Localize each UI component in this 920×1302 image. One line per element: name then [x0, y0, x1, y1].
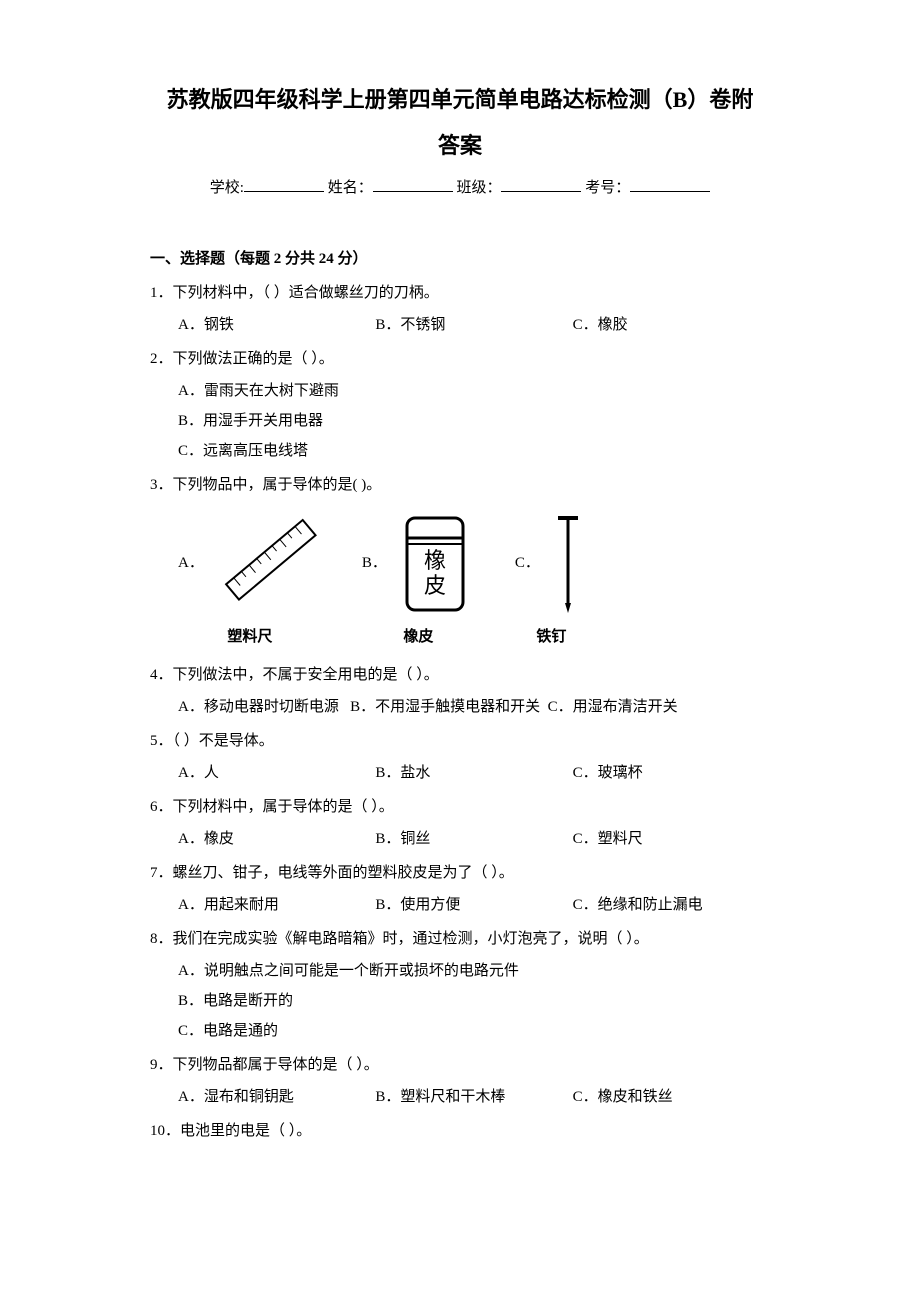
school-label: 学校:	[210, 180, 244, 196]
q6-opt-c: C．塑料尺	[573, 824, 770, 854]
q8-opt-a: A．说明触点之间可能是一个断开或损坏的电路元件	[178, 956, 770, 986]
q2-opt-c: C．远离高压电线塔	[178, 436, 770, 466]
question-3: 3．下列物品中，属于导体的是( )。 A．	[150, 470, 770, 652]
question-5: 5．（ ）不是导体。 A．人 B．盐水 C．玻璃杯	[150, 726, 770, 788]
q3-opt-b-label: B．	[362, 548, 387, 578]
school-blank[interactable]	[244, 177, 324, 192]
question-1: 1．下列材料中，（ ）适合做螺丝刀的刀柄。 A．钢铁 B．不锈钢 C．橡胶	[150, 278, 770, 340]
question-10: 10．电池里的电是（ ）。	[150, 1116, 770, 1146]
section-1-header: 一、选择题（每题 2 分共 24 分）	[150, 247, 770, 268]
q2-opt-b: B．用湿手开关用电器	[178, 406, 770, 436]
ruler-icon	[212, 508, 322, 618]
q5-opt-a: A．人	[178, 758, 375, 788]
q5-opt-b: B．盐水	[375, 758, 572, 788]
q3-caption-a: 塑料尺	[227, 622, 272, 652]
question-8: 8．我们在完成实验《解电路暗箱》时，通过检测，小灯泡亮了，说明（ ）。 A．说明…	[150, 924, 770, 1046]
eraser-icon: 橡 皮	[395, 508, 475, 618]
q3-caption-b: 橡皮	[403, 622, 433, 652]
svg-text:橡: 橡	[424, 548, 446, 573]
question-2: 2．下列做法正确的是（ ）。 A．雷雨天在大树下避雨 B．用湿手开关用电器 C．…	[150, 344, 770, 466]
class-label: 班级：	[456, 180, 501, 196]
examno-blank[interactable]	[630, 177, 710, 192]
q2-opt-a: A．雷雨天在大树下避雨	[178, 376, 770, 406]
question-4: 4．下列做法中，不属于安全用电的是（ ）。 A．移动电器时切断电源 B．不用湿手…	[150, 660, 770, 722]
svg-text:皮: 皮	[424, 573, 446, 598]
q4-opt-c: C．用湿布清洁开关	[548, 699, 678, 715]
question-6: 6．下列材料中，属于导体的是（ ）。 A．橡皮 B．铜丝 C．塑料尺	[150, 792, 770, 854]
question-9: 9．下列物品都属于导体的是（ ）。 A．湿布和铜钥匙 B．塑料尺和干木棒 C．橡…	[150, 1050, 770, 1112]
q9-opt-a: A．湿布和铜钥匙	[178, 1082, 375, 1112]
q3-opt-a-label: A．	[178, 548, 204, 578]
subtitle: 答案	[150, 128, 770, 160]
name-blank[interactable]	[373, 177, 453, 192]
q7-opt-b: B．使用方便	[375, 890, 572, 920]
main-title: 苏教版四年级科学上册第四单元简单电路达标检测（B）卷附	[150, 80, 770, 120]
q1-opt-c: C．橡胶	[573, 310, 770, 340]
q6-opt-b: B．铜丝	[375, 824, 572, 854]
q4-opt-a: A．移动电器时切断电源	[178, 699, 339, 715]
nail-icon	[548, 508, 588, 618]
q5-opt-c: C．玻璃杯	[573, 758, 770, 788]
q9-opt-c: C．橡皮和铁丝	[573, 1082, 770, 1112]
q3-opt-c-label: C．	[515, 548, 540, 578]
q4-opt-b: B．不用湿手触摸电器和开关	[350, 699, 540, 715]
q8-opt-c: C．电路是通的	[178, 1016, 770, 1046]
examno-label: 考号：	[585, 180, 630, 196]
class-blank[interactable]	[501, 177, 581, 192]
q3-caption-c: 铁钉	[536, 622, 566, 652]
q8-opt-b: B．电路是断开的	[178, 986, 770, 1016]
q7-opt-a: A．用起来耐用	[178, 890, 375, 920]
name-label: 姓名：	[328, 180, 373, 196]
question-7: 7．螺丝刀、钳子，电线等外面的塑料胶皮是为了（ ）。 A．用起来耐用 B．使用方…	[150, 858, 770, 920]
q6-opt-a: A．橡皮	[178, 824, 375, 854]
student-info-line: 学校: 姓名： 班级： 考号：	[150, 176, 770, 197]
q1-opt-a: A．钢铁	[178, 310, 375, 340]
q1-opt-b: B．不锈钢	[375, 310, 572, 340]
q9-opt-b: B．塑料尺和干木棒	[375, 1082, 572, 1112]
q7-opt-c: C．绝缘和防止漏电	[573, 890, 770, 920]
